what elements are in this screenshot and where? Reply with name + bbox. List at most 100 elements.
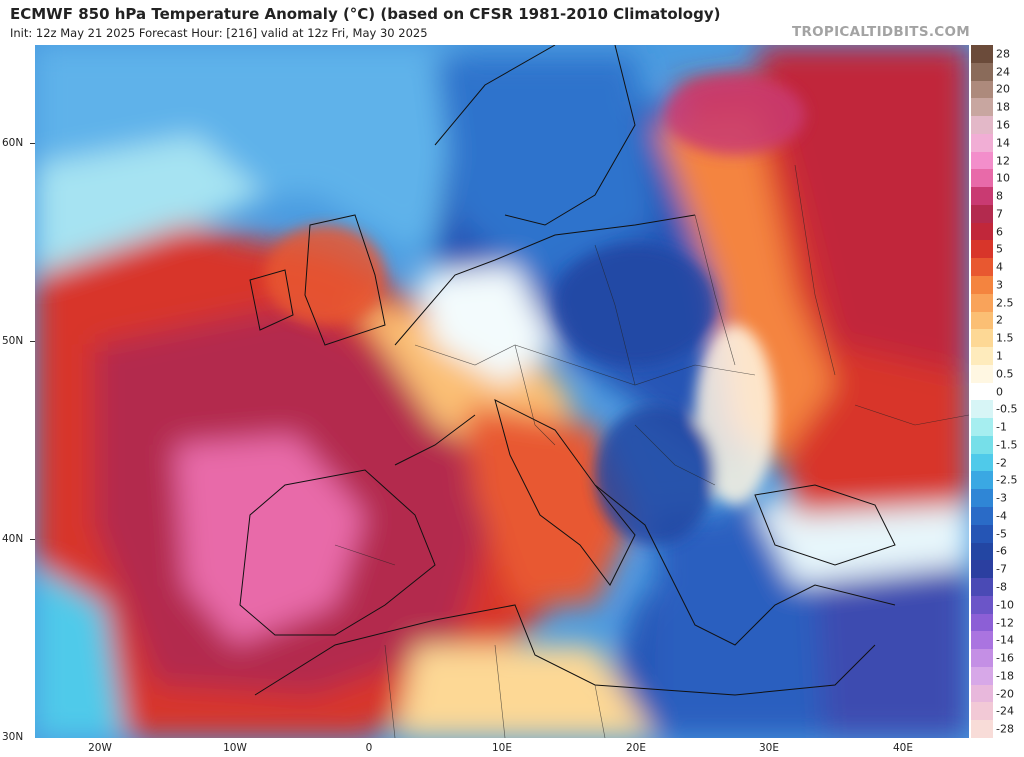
colorbar-swatch	[971, 169, 993, 188]
lon-label-10w: 10W	[223, 742, 247, 754]
colorbar-swatch	[971, 560, 993, 579]
colorbar-label: 3	[996, 278, 1003, 292]
colorbar-label: 4	[996, 260, 1003, 274]
lat-tick	[30, 341, 35, 342]
colorbar-swatch	[971, 133, 993, 153]
colorbar-label: -1	[996, 420, 1007, 434]
colorbar-label: -8	[996, 580, 1007, 594]
brand-watermark: TROPICALTIDBITS.COM	[791, 24, 970, 40]
lon-label-40e: 40E	[893, 742, 913, 754]
country-borders	[334, 164, 969, 738]
colorbar-label: 8	[996, 189, 1003, 203]
colorbar-swatch	[971, 507, 993, 526]
colorbar-swatch	[971, 613, 993, 632]
colorbar-swatch	[971, 489, 993, 508]
colorbar-swatch	[971, 720, 993, 739]
colorbar-swatch	[971, 578, 993, 597]
colorbar-swatch	[971, 151, 993, 170]
finland-warm	[665, 75, 805, 155]
colorbar-swatch	[971, 702, 993, 721]
levant-very-cold	[815, 565, 969, 738]
chart-title: ECMWF 850 hPa Temperature Anomaly (°C) (…	[10, 5, 721, 23]
colorbar-swatch	[971, 347, 993, 366]
colorbar-label: -24	[996, 704, 1014, 718]
benelux-neutral	[415, 265, 555, 385]
colorbar-swatch	[971, 187, 993, 206]
colorbar-label: 2	[996, 313, 1003, 327]
colorbar-label: 5	[996, 242, 1003, 256]
colorbar-swatch	[971, 311, 993, 330]
colorbar	[971, 45, 993, 739]
italy-warm	[465, 405, 635, 605]
uk-warm	[265, 225, 385, 325]
lon-label-10e: 10E	[492, 742, 512, 754]
colorbar-label: -1.5	[996, 438, 1018, 452]
colorbar-swatch	[971, 684, 993, 703]
lat-label-30n: 30N	[2, 731, 24, 743]
colorbar-swatch	[971, 276, 993, 295]
colorbar-swatch	[971, 471, 993, 490]
iberia-coast	[239, 469, 436, 636]
north-africa-transition	[395, 645, 655, 738]
colorbar-label: -6	[996, 544, 1007, 558]
colorbar-swatch	[971, 204, 993, 224]
iberia-peak	[175, 435, 365, 645]
colorbar-swatch	[971, 435, 993, 455]
colorbar-swatch	[971, 80, 993, 99]
colorbar-swatch	[971, 595, 993, 615]
colorbar-swatch	[971, 364, 993, 384]
colorbar-swatch	[971, 542, 993, 561]
colorbar-label: 12	[996, 154, 1010, 167]
lon-label-20w: 20W	[88, 742, 112, 754]
colorbar-label: -14	[996, 633, 1014, 647]
colorbar-label: -4	[996, 509, 1007, 523]
colorbar-label: 18	[996, 100, 1010, 114]
lat-tick	[30, 143, 35, 144]
atlantic-west-cool	[35, 565, 125, 738]
colorbar-label: -10	[996, 598, 1014, 612]
colorbar-swatch	[971, 400, 993, 419]
colorbar-label: -2	[996, 456, 1007, 470]
balkans-cold	[595, 405, 715, 545]
ireland-coast	[249, 269, 294, 331]
colorbar-label: 14	[996, 136, 1010, 150]
lon-label-30e: 30E	[759, 742, 779, 754]
lon-label-20e: 20E	[626, 742, 646, 754]
colorbar-label: 6	[996, 225, 1003, 239]
colorbar-swatch	[971, 649, 993, 668]
colorbar-swatch	[971, 222, 993, 241]
northwest-pale-band	[35, 135, 265, 285]
colorbar-swatch	[971, 329, 993, 348]
colorbar-swatch	[971, 631, 993, 650]
colorbar-label: -12	[996, 616, 1014, 629]
colorbar-label: 0	[996, 385, 1003, 398]
great-britain-coast	[304, 214, 386, 346]
colorbar-swatch	[971, 293, 993, 313]
colorbar-label: 10	[996, 171, 1010, 185]
colorbar-swatch	[971, 240, 993, 259]
colorbar-swatch	[971, 116, 993, 135]
colorbar-label: -18	[996, 669, 1014, 683]
colorbar-swatch	[971, 98, 993, 117]
anomaly-map	[35, 45, 969, 738]
africa-coast	[254, 604, 876, 696]
lat-label-60n: 60N	[2, 137, 24, 149]
colorbar-label: -28	[996, 722, 1014, 736]
italy-coast	[494, 399, 636, 586]
forecast-info: Init: 12z May 21 2025 Forecast Hour: [21…	[10, 26, 428, 40]
colorbar-swatch	[971, 62, 993, 82]
colorbar-swatch	[971, 258, 993, 277]
colorbar-label: -7	[996, 562, 1007, 576]
colorbar-swatch	[971, 453, 993, 472]
colorbar-label: -5	[996, 527, 1007, 541]
colorbar-label: 2.5	[996, 296, 1014, 310]
colorbar-label: -3	[996, 491, 1007, 505]
baltic-warm-band	[655, 115, 835, 465]
colorbar-swatch	[971, 524, 993, 544]
russia-very-warm	[755, 45, 969, 375]
europe-continent-coast	[394, 214, 696, 466]
colorbar-swatch	[971, 45, 993, 64]
scandinavia-coast	[434, 45, 636, 226]
colorbar-label: -2.5	[996, 473, 1018, 487]
scandinavia-cold	[435, 55, 655, 285]
